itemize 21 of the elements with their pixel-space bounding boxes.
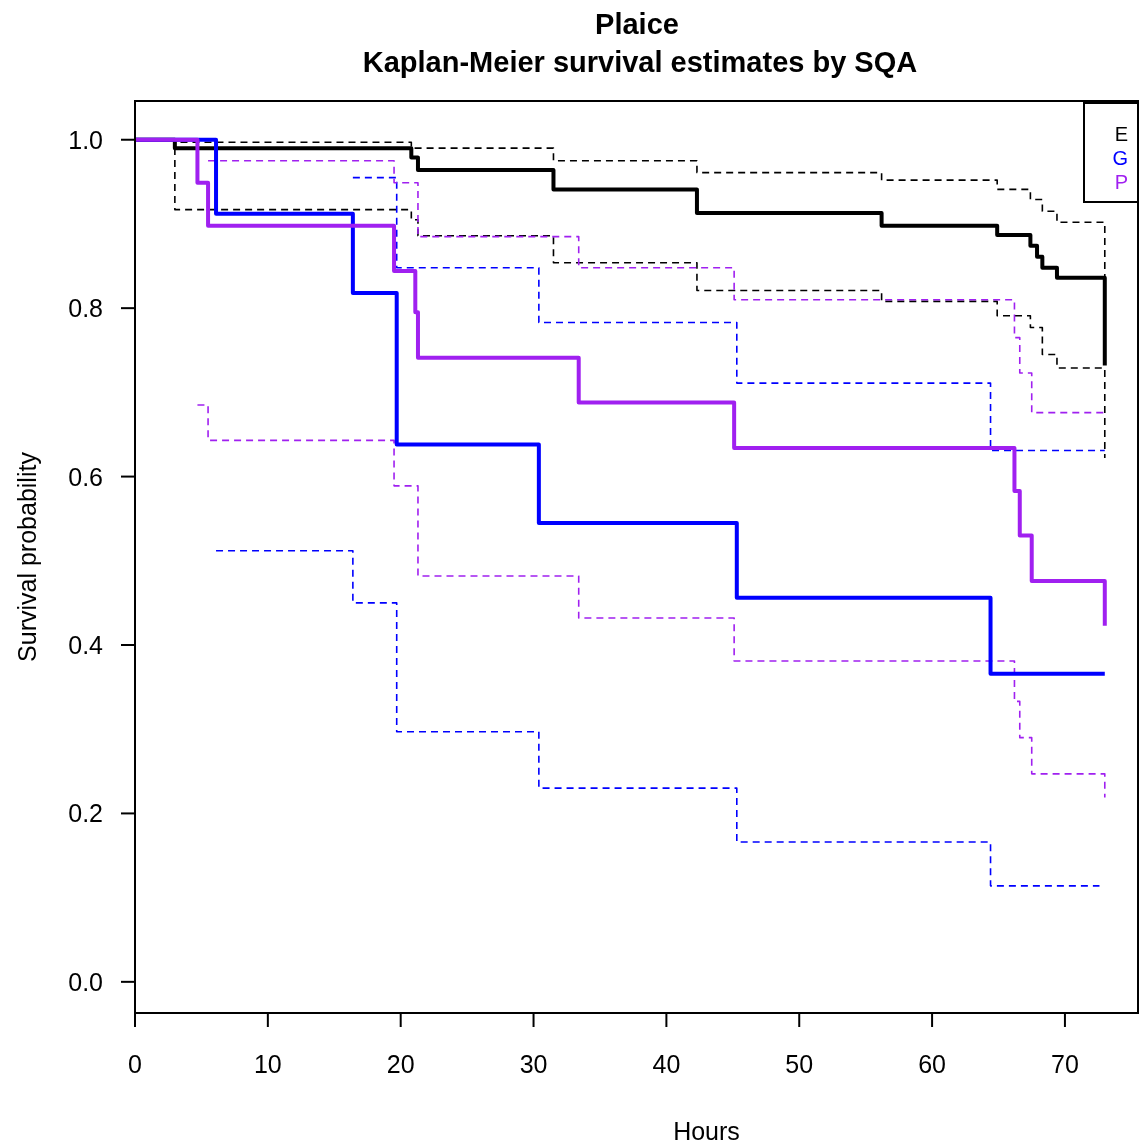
text: P xyxy=(1114,171,1128,193)
y-tick-label: 0.8 xyxy=(68,294,103,323)
y-tick-label: 1.0 xyxy=(68,125,103,154)
y-tick-label: 0.6 xyxy=(68,462,103,491)
y-axis-title: Survival probability xyxy=(13,451,41,662)
x-tick-label: 60 xyxy=(918,1050,946,1078)
x-tick-label: 70 xyxy=(1051,1050,1079,1078)
text: E xyxy=(1114,123,1128,145)
text: G xyxy=(1112,147,1128,169)
x-tick-label: 0 xyxy=(128,1050,142,1078)
y-tick-label: 0.2 xyxy=(68,799,103,828)
x-tick-label: 40 xyxy=(652,1050,681,1078)
chart-title: Plaice xyxy=(595,8,679,40)
x-tick-label: 20 xyxy=(386,1050,415,1078)
x-axis-title: Hours xyxy=(673,1117,740,1142)
y-tick-label: 0.4 xyxy=(68,631,104,659)
x-tick-label: 50 xyxy=(785,1050,814,1078)
y-tick-label: 0.0 xyxy=(68,967,103,996)
x-tick-label: 30 xyxy=(519,1050,548,1078)
x-tick-label: 10 xyxy=(253,1050,282,1078)
chart-subtitle: Kaplan-Meier survival estimates by SQA xyxy=(362,46,918,78)
